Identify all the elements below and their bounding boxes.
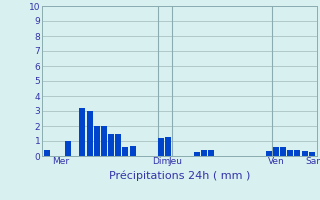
Bar: [101, 126, 107, 156]
Bar: [309, 152, 315, 156]
Bar: [294, 150, 300, 156]
Bar: [130, 146, 136, 156]
Bar: [266, 151, 272, 156]
Bar: [65, 141, 71, 156]
Bar: [287, 150, 293, 156]
Bar: [201, 150, 207, 156]
Bar: [79, 108, 85, 156]
Bar: [158, 138, 164, 156]
Bar: [94, 126, 100, 156]
Bar: [108, 134, 114, 156]
Bar: [165, 137, 172, 156]
Bar: [87, 111, 93, 156]
Bar: [273, 147, 279, 156]
Bar: [301, 151, 308, 156]
Bar: [280, 147, 286, 156]
Bar: [123, 147, 129, 156]
Bar: [194, 152, 200, 156]
Bar: [44, 150, 50, 156]
Bar: [115, 134, 121, 156]
X-axis label: Précipitations 24h ( mm ): Précipitations 24h ( mm ): [108, 171, 250, 181]
Bar: [208, 150, 214, 156]
